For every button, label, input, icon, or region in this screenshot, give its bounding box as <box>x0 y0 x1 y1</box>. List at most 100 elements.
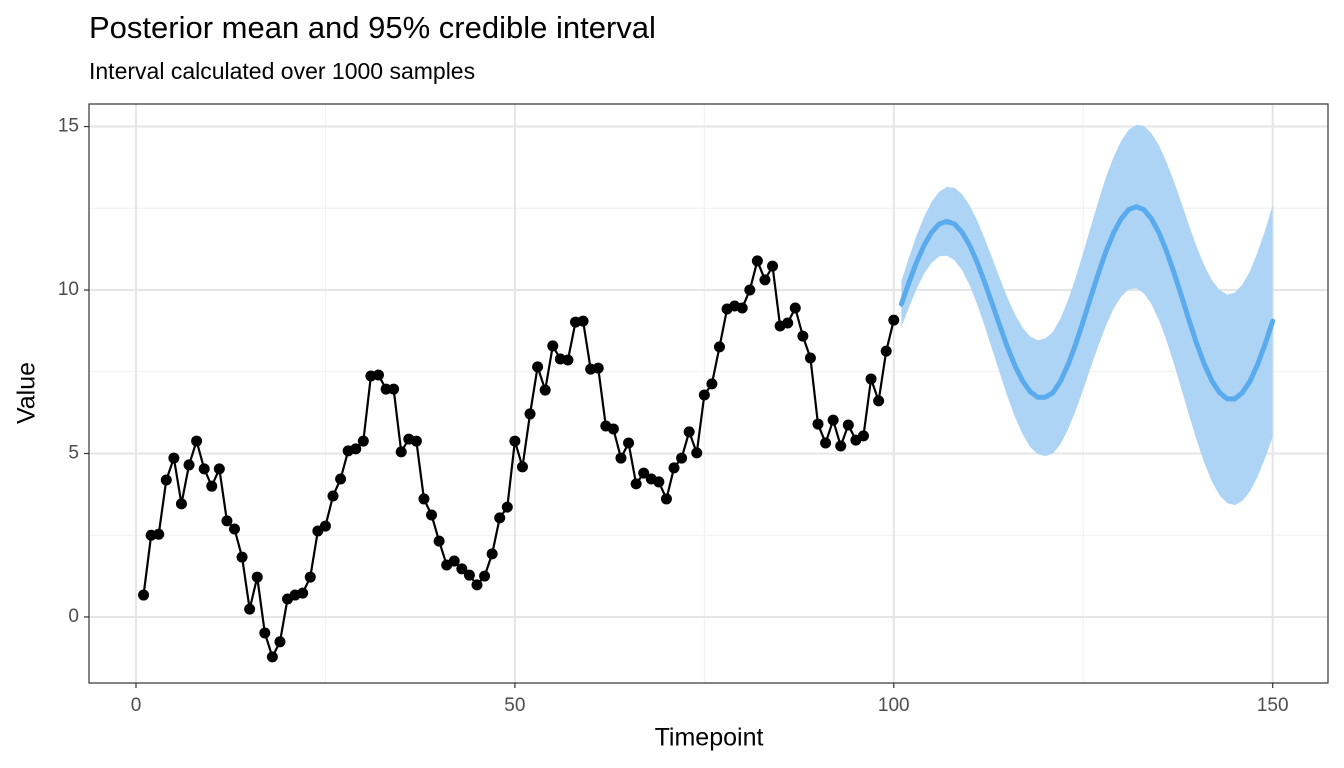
point <box>319 520 331 532</box>
chart-title: Posterior mean and 95% credible interval <box>89 10 656 45</box>
point <box>433 535 445 547</box>
point <box>827 414 839 426</box>
point <box>304 571 316 583</box>
point <box>577 315 589 327</box>
point <box>410 435 422 447</box>
point <box>691 447 703 459</box>
point <box>479 570 491 582</box>
point <box>191 435 203 447</box>
point <box>812 418 824 430</box>
point <box>153 528 165 540</box>
point <box>676 452 688 464</box>
point <box>471 579 483 591</box>
point <box>751 255 763 267</box>
point <box>426 509 438 521</box>
point <box>873 395 885 407</box>
point <box>804 352 816 364</box>
point <box>782 317 794 329</box>
point <box>486 548 498 560</box>
point <box>183 459 195 471</box>
point <box>539 384 551 396</box>
point <box>395 446 407 458</box>
point <box>820 437 832 449</box>
point <box>380 383 392 395</box>
point <box>259 627 271 639</box>
x-tick-label: 150 <box>1257 695 1289 716</box>
point <box>372 369 384 381</box>
point <box>607 423 619 435</box>
point <box>865 373 877 385</box>
x-tick-label: 0 <box>131 695 142 716</box>
point <box>138 589 150 601</box>
point <box>698 389 710 401</box>
point <box>463 569 475 581</box>
point <box>744 284 756 296</box>
point <box>236 551 248 563</box>
point <box>251 571 263 583</box>
point <box>759 274 771 286</box>
point <box>683 426 695 438</box>
point <box>456 563 468 575</box>
point <box>213 463 225 475</box>
point <box>706 378 718 390</box>
point <box>797 330 809 342</box>
x-tick-label: 100 <box>878 695 910 716</box>
point <box>532 361 544 373</box>
x-axis-title: Timepoint <box>655 724 764 752</box>
point <box>494 512 506 524</box>
point <box>160 474 172 486</box>
point <box>266 651 278 663</box>
point <box>880 345 892 357</box>
point <box>228 523 240 535</box>
point <box>524 408 536 420</box>
point <box>668 462 680 474</box>
point <box>418 493 430 505</box>
y-tick-label: 0 <box>68 606 79 627</box>
point <box>547 340 559 352</box>
y-tick-label: 5 <box>68 443 79 464</box>
plot-area <box>138 124 1276 663</box>
point <box>888 314 900 326</box>
point <box>789 302 801 314</box>
y-tick-label: 15 <box>58 116 79 137</box>
line <box>142 259 895 658</box>
line <box>898 204 1276 402</box>
y-axis-title: Value <box>13 362 41 424</box>
point <box>501 501 513 513</box>
point <box>713 341 725 353</box>
point <box>842 419 854 431</box>
point <box>736 302 748 314</box>
point <box>244 603 256 615</box>
point <box>335 473 347 485</box>
point <box>592 362 604 374</box>
point <box>638 467 650 479</box>
chart-subtitle: Interval calculated over 1000 samples <box>89 58 475 84</box>
point <box>509 435 521 447</box>
point <box>175 498 187 510</box>
point <box>206 480 218 492</box>
point <box>516 461 528 473</box>
point <box>350 443 362 455</box>
point <box>274 636 286 648</box>
point <box>615 452 627 464</box>
point <box>653 476 665 488</box>
point <box>630 478 642 490</box>
point <box>168 452 180 464</box>
point <box>835 440 847 452</box>
point <box>767 260 779 272</box>
point <box>297 587 309 599</box>
point <box>327 490 339 502</box>
point <box>857 430 869 442</box>
point <box>562 354 574 366</box>
x-tick-label: 50 <box>504 695 525 716</box>
point <box>660 493 672 505</box>
point <box>357 435 369 447</box>
point <box>388 383 400 395</box>
point <box>198 463 210 475</box>
point <box>623 437 635 449</box>
panel-border <box>88 103 1329 684</box>
point <box>221 515 233 527</box>
point <box>448 555 460 567</box>
